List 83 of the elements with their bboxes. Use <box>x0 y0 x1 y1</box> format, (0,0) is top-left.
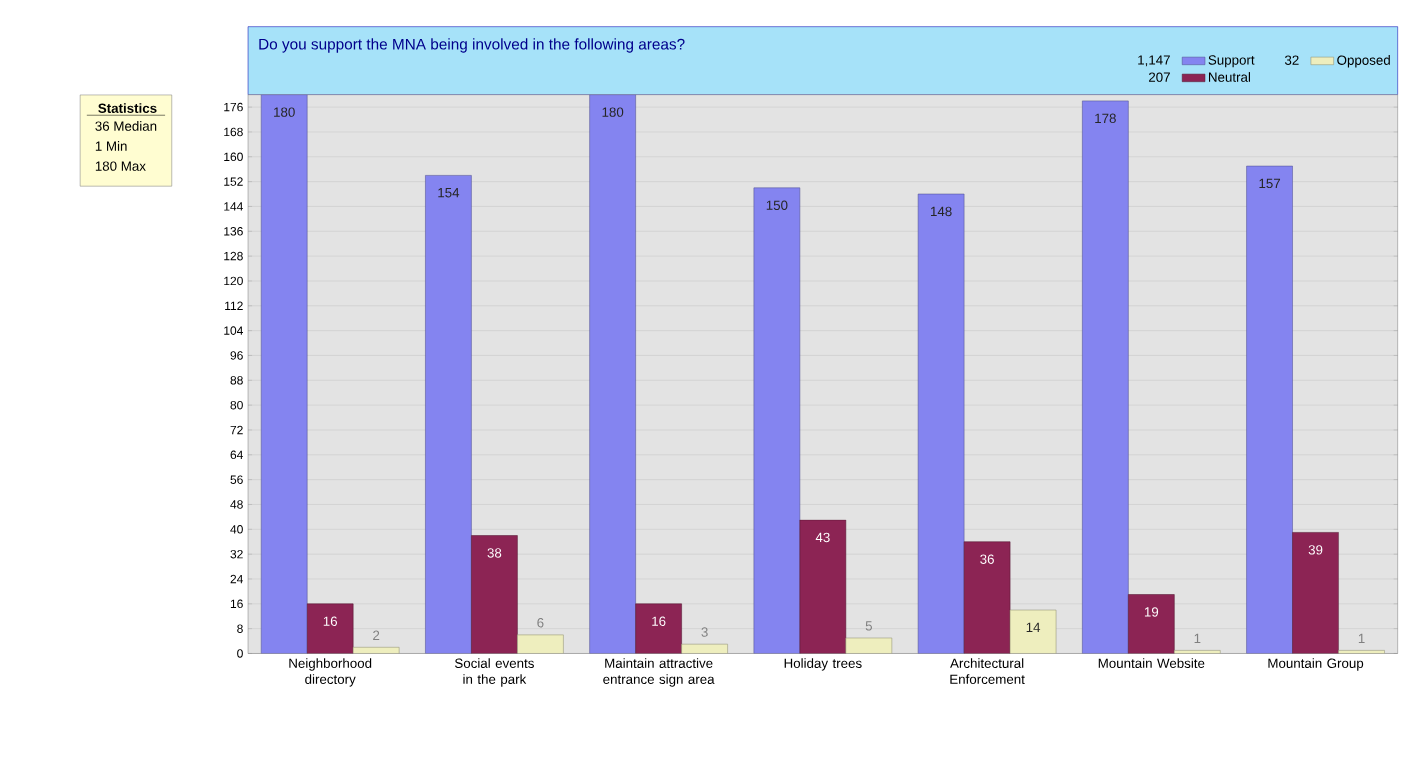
y-tick-label: 72 <box>230 426 243 435</box>
bar <box>306 603 354 654</box>
data-label: 3 <box>701 627 708 638</box>
data-label: 19 <box>1144 607 1159 617</box>
data-label: 6 <box>537 618 544 628</box>
bar <box>635 603 682 654</box>
legend-label: Opposed <box>1337 55 1390 68</box>
data-label: 180 <box>602 107 624 118</box>
x-tick-label: Architectural Enforcement <box>950 658 1025 685</box>
bar <box>963 541 1011 654</box>
y-tick-label: 32 <box>230 550 243 559</box>
data-label: 148 <box>931 206 952 217</box>
y-tick-label: 48 <box>230 500 243 509</box>
data-label: 1 <box>1358 634 1365 644</box>
y-tick-label: 136 <box>224 227 243 236</box>
data-label: 36 <box>980 554 994 565</box>
y-tick-label: 96 <box>230 351 243 360</box>
bar <box>1292 532 1339 654</box>
y-tick-label: 80 <box>230 401 243 410</box>
data-label: 16 <box>652 616 666 627</box>
y-tick-label: 40 <box>230 525 243 534</box>
bar <box>681 644 728 654</box>
bar <box>425 175 472 654</box>
bar <box>845 637 893 654</box>
y-tick-label: 16 <box>230 599 243 609</box>
data-label: 157 <box>1259 179 1281 189</box>
x-tick-label: Mountain Group <box>1268 658 1364 671</box>
y-tick-label: 120 <box>224 276 243 286</box>
bar <box>1338 650 1385 654</box>
bar <box>917 193 965 654</box>
text: 36 Median <box>95 121 157 132</box>
x-tick-label: Holiday trees <box>784 658 862 671</box>
y-tick-label: 88 <box>230 376 243 385</box>
data-label: 14 <box>1026 622 1041 633</box>
y-tick-label: 24 <box>230 575 243 584</box>
bar <box>1246 166 1293 654</box>
text: 32 <box>1284 55 1299 66</box>
bar <box>753 187 801 654</box>
x-tick-label: Social events in the park <box>454 658 534 687</box>
y-tick-label: 64 <box>230 450 243 460</box>
data-label: 154 <box>438 188 460 198</box>
y-tick-label: 176 <box>224 103 243 112</box>
bar <box>589 94 636 654</box>
bar <box>1082 100 1129 654</box>
bar <box>1128 594 1175 654</box>
y-tick-label: 56 <box>230 475 243 485</box>
bar <box>1174 650 1221 654</box>
data-label: 38 <box>487 548 502 558</box>
text: 1 Min <box>95 141 127 151</box>
data-label: 16 <box>323 616 338 627</box>
text: 1,147 <box>1138 55 1170 67</box>
y-tick-label: 168 <box>224 127 243 137</box>
bar <box>517 634 564 654</box>
text: 207 <box>1148 72 1170 83</box>
x-tick-label: Mountain Website <box>1098 658 1205 669</box>
bar <box>799 519 847 654</box>
bar <box>471 535 518 654</box>
bar <box>260 94 308 654</box>
data-label: 178 <box>1095 113 1116 124</box>
bar <box>352 647 400 654</box>
y-tick-label: 144 <box>224 202 243 211</box>
x-tick-label: Maintain attractive entrance sign area <box>603 658 715 687</box>
data-label: 5 <box>865 621 872 631</box>
y-tick-label: 104 <box>224 326 243 336</box>
y-tick-label: 152 <box>224 177 243 187</box>
y-tick-label: 0 <box>237 649 243 658</box>
legend-label: Support <box>1208 55 1255 68</box>
chart-title: Do you support the MNA being involved in the following areas? <box>259 38 685 53</box>
data-label: 1 <box>1194 634 1201 644</box>
x-tick-label: Neighborhood directory <box>289 658 372 687</box>
y-tick-label: 128 <box>224 252 243 261</box>
data-label: 43 <box>815 532 830 543</box>
text: Statistics <box>98 103 157 114</box>
y-tick-label: 8 <box>237 624 243 634</box>
data-label: 39 <box>1308 545 1323 555</box>
data-label: 180 <box>274 107 295 118</box>
bar <box>1009 609 1057 654</box>
legend-label: Neutral <box>1208 72 1250 83</box>
text: 180 Max <box>95 161 146 172</box>
data-label: 150 <box>766 200 788 211</box>
y-tick-label: 112 <box>225 301 243 311</box>
y-tick-label: 160 <box>224 152 243 162</box>
data-label: 2 <box>373 630 380 641</box>
